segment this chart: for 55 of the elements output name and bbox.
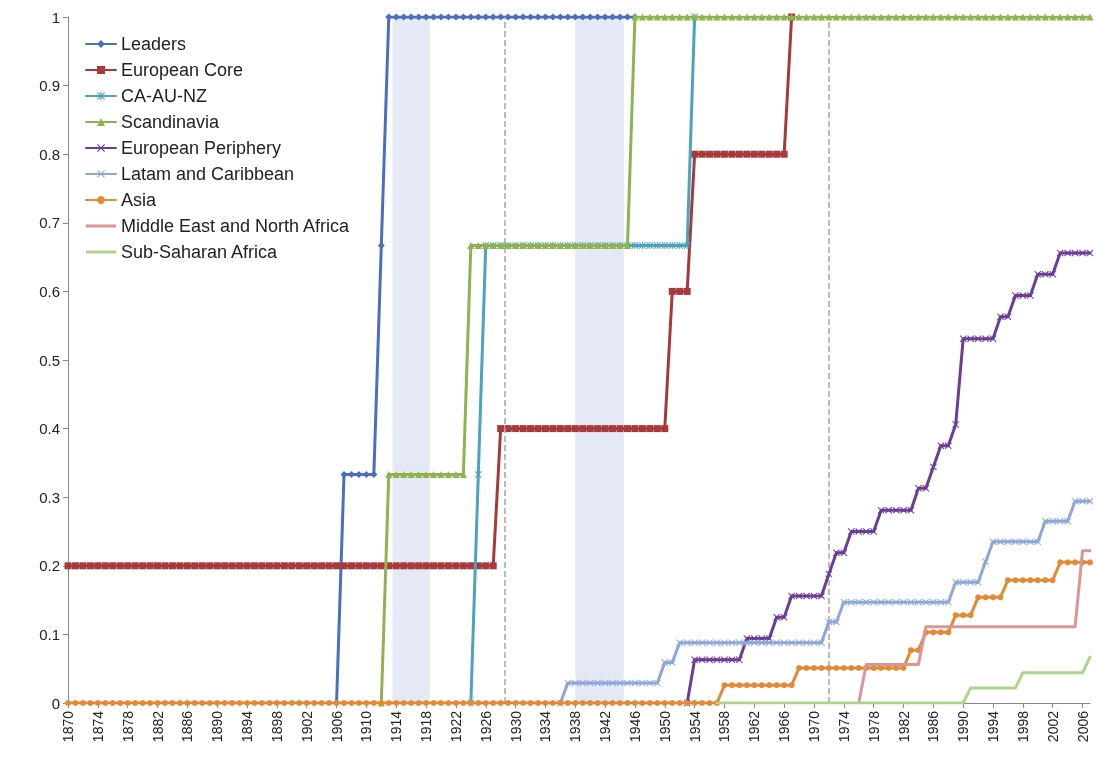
x-tick-label: 1918 xyxy=(418,710,435,743)
x-tick-label: 1890 xyxy=(209,710,226,743)
legend-label: Leaders xyxy=(121,34,187,54)
legend-label: Latam and Caribbean xyxy=(121,164,295,184)
x-tick-label: 1894 xyxy=(239,710,256,743)
x-tick-label: 1886 xyxy=(179,710,196,743)
y-tick-label: 0.8 xyxy=(39,145,60,163)
x-tick-label: 1906 xyxy=(328,710,345,743)
x-tick-label: 1914 xyxy=(388,710,405,743)
x-tick-label: 1954 xyxy=(686,710,703,743)
x-tick-label: 1946 xyxy=(626,710,643,743)
x-tick-label: 1898 xyxy=(268,710,285,743)
x-tick-label: 1902 xyxy=(298,710,315,743)
x-tick-label: 1986 xyxy=(925,710,942,743)
y-tick-label: 0 xyxy=(51,694,60,712)
legend-label: Sub-Saharan Africa xyxy=(121,242,279,262)
x-tick-label: 1878 xyxy=(119,710,136,743)
x-tick-label: 1938 xyxy=(567,710,584,743)
x-tick-label: 1958 xyxy=(716,710,733,743)
y-tick-label: 0.5 xyxy=(39,351,60,369)
y-tick-label: 1 xyxy=(51,8,60,26)
x-tick-label: 1982 xyxy=(895,710,912,743)
legend-label: Asia xyxy=(121,190,157,210)
x-tick-label: 1962 xyxy=(746,710,763,743)
x-tick-label: 1882 xyxy=(149,710,166,743)
x-tick-label: 1922 xyxy=(447,710,464,743)
x-tick-label: 1934 xyxy=(537,710,554,743)
y-tick-label: 0.4 xyxy=(39,420,60,438)
y-tick-label: 0.7 xyxy=(39,214,60,232)
legend-label: Middle East and North Africa xyxy=(121,216,351,236)
x-tick-label: 1990 xyxy=(955,710,972,743)
legend-label: Scandinavia xyxy=(121,112,221,132)
x-tick-label: 1874 xyxy=(89,710,106,743)
y-tick-label: 0.2 xyxy=(39,557,60,575)
y-tick-label: 0.1 xyxy=(39,625,60,643)
y-tick-label: 0.9 xyxy=(39,77,60,95)
y-tick-label: 0.6 xyxy=(39,282,60,300)
x-tick-label: 1970 xyxy=(805,710,822,743)
legend-label: European Core xyxy=(121,60,244,80)
x-tick-label: 1910 xyxy=(358,710,375,743)
x-tick-label: 1966 xyxy=(776,710,793,743)
x-tick-label: 2002 xyxy=(1044,710,1061,743)
x-tick-label: 1994 xyxy=(985,710,1002,743)
x-tick-label: 1978 xyxy=(865,710,882,743)
x-tick-label: 1926 xyxy=(477,710,494,743)
x-tick-label: 1942 xyxy=(597,710,614,743)
legend-label: European Periphery xyxy=(121,138,282,158)
x-tick-label: 2006 xyxy=(1074,710,1091,743)
y-tick-label: 0.3 xyxy=(39,488,60,506)
legend-label: CA-AU-NZ xyxy=(121,86,207,106)
x-tick-label: 1998 xyxy=(1014,710,1031,743)
x-tick-label: 1870 xyxy=(60,710,76,743)
x-tick-label: 1974 xyxy=(835,710,852,743)
x-tick-label: 1930 xyxy=(507,710,524,743)
x-tick-label: 1950 xyxy=(656,710,673,743)
